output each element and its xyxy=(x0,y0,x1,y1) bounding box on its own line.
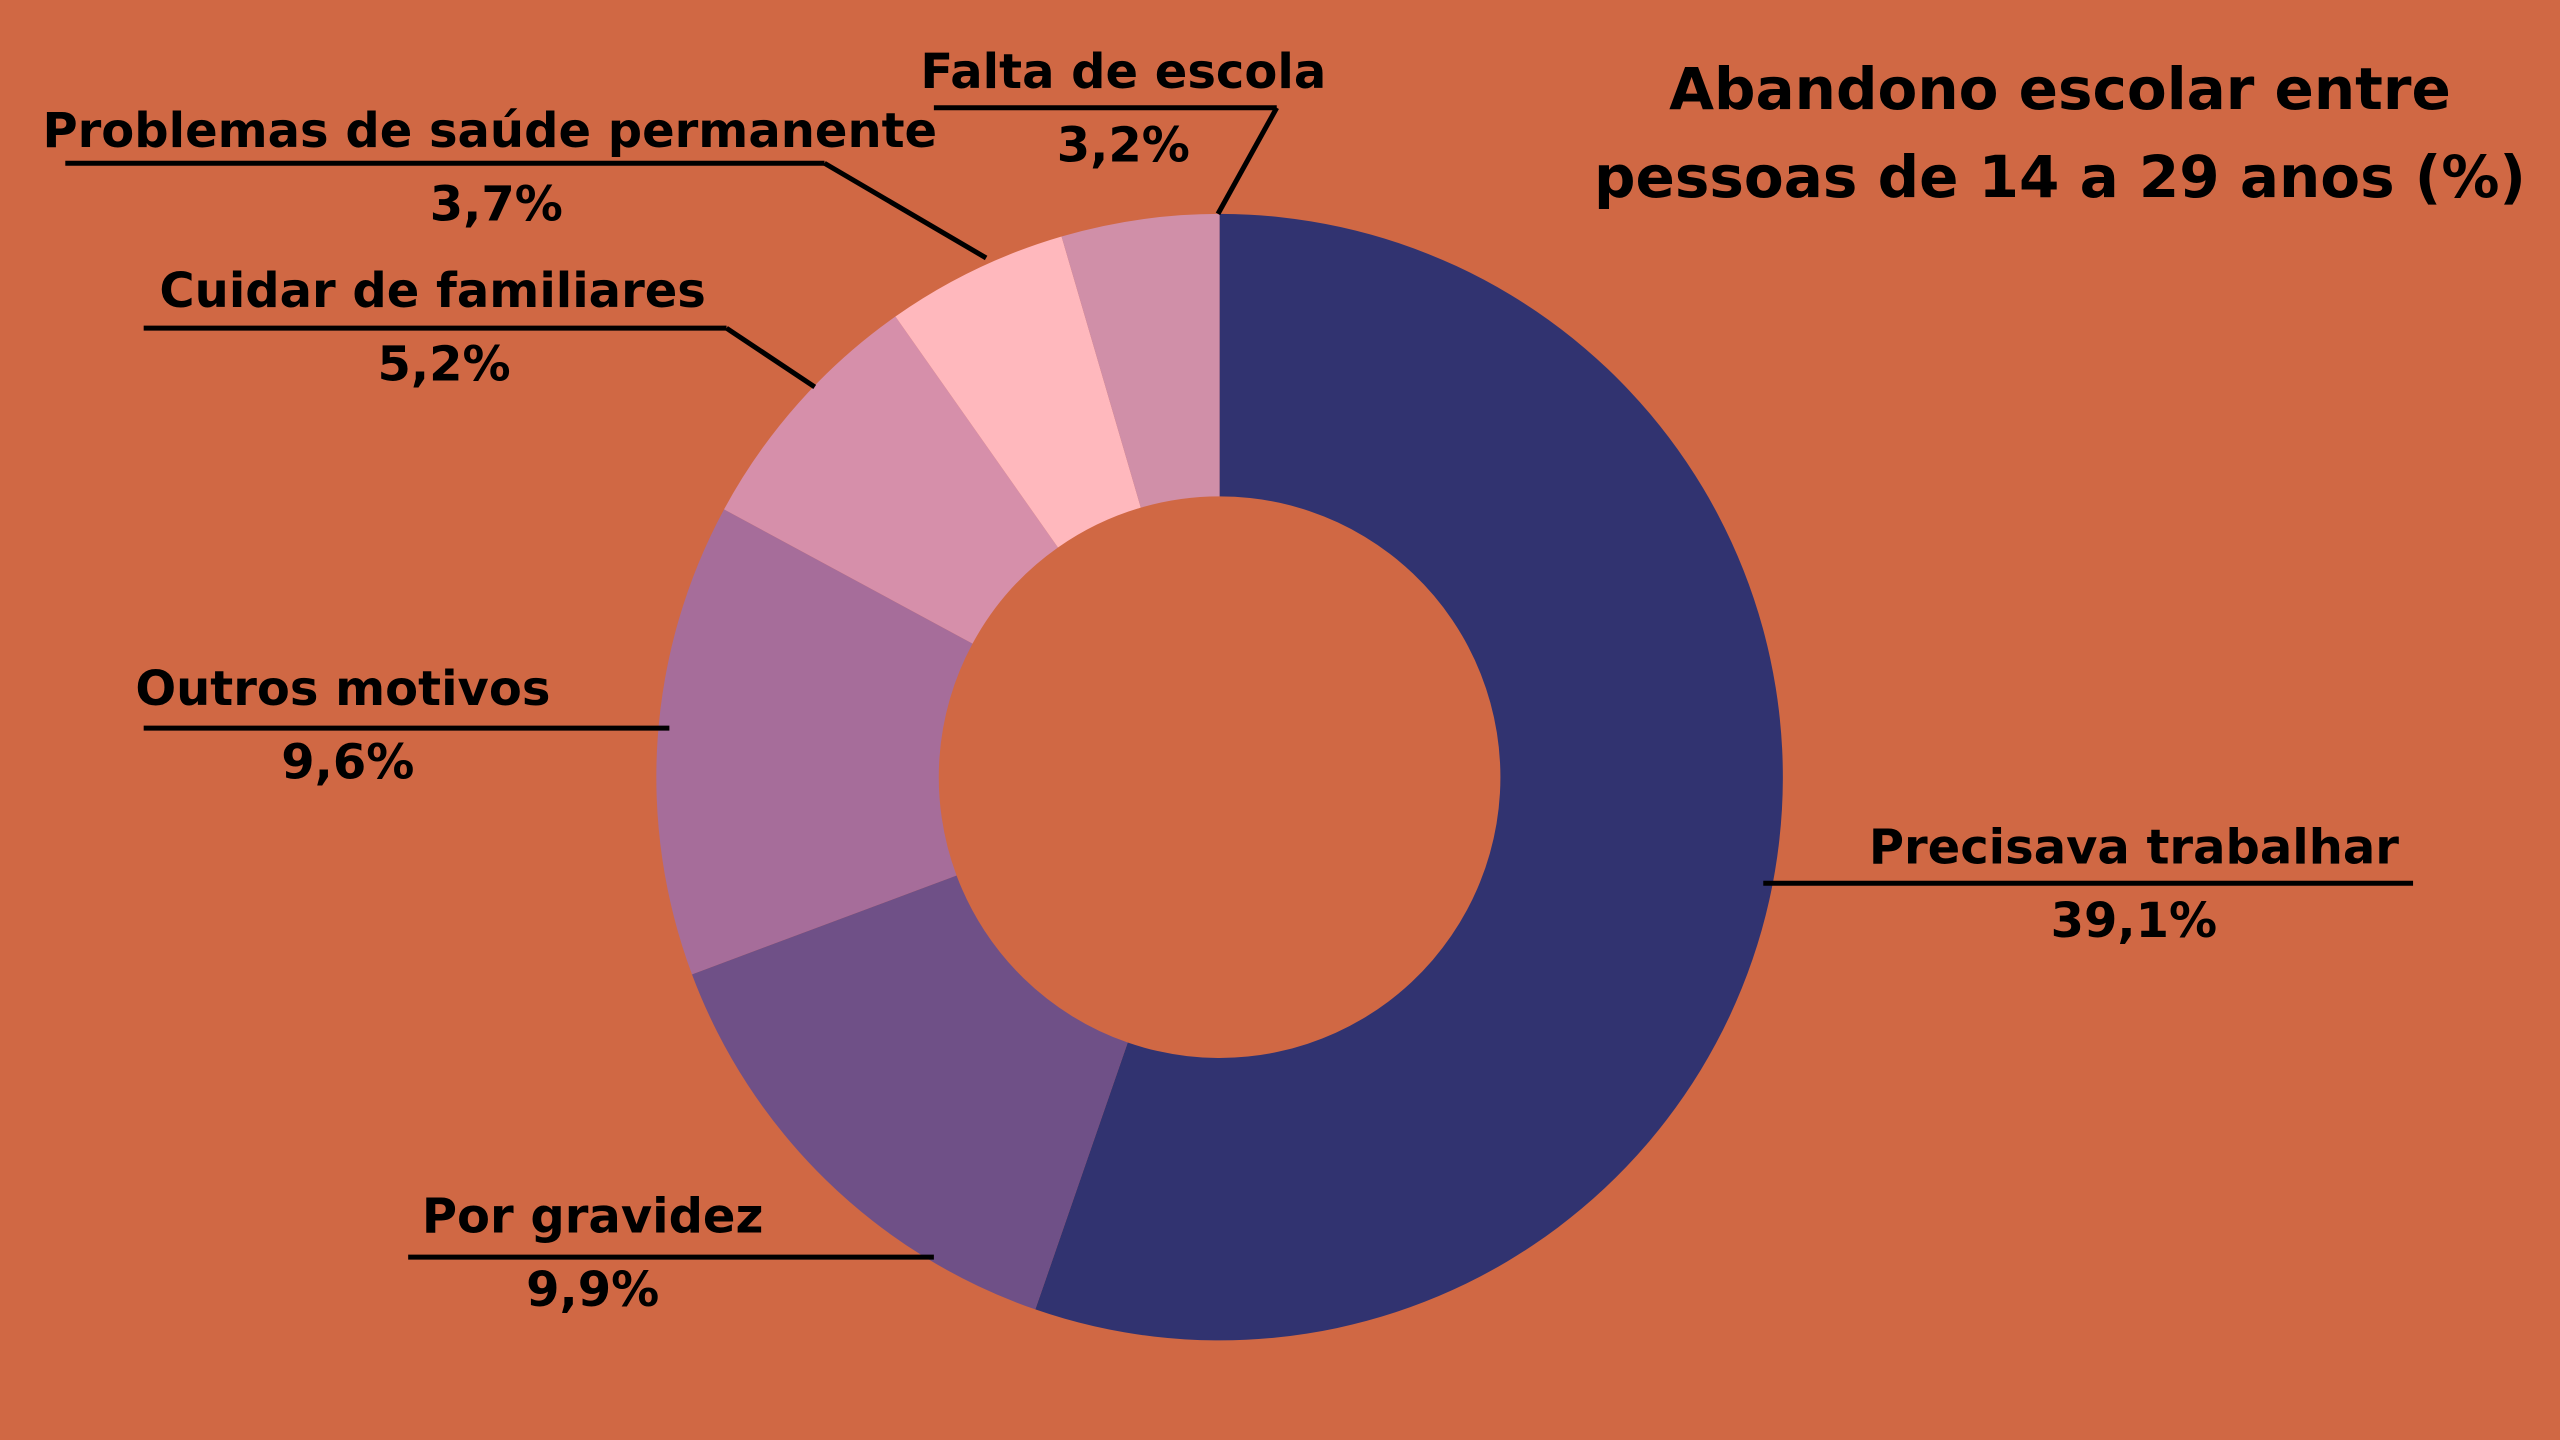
donut-slice xyxy=(1035,213,1783,1341)
value-label: 39,1% xyxy=(2051,893,2218,949)
slice-label: Outros motivos xyxy=(135,661,550,717)
slice-label: Falta de escola xyxy=(920,44,1326,100)
leader-line xyxy=(823,161,988,261)
donut-slice xyxy=(656,509,973,975)
value-label: 9,6% xyxy=(281,735,414,791)
chart-title: Abandono escolar entre pessoas de 14 a 2… xyxy=(1594,55,2526,211)
slice-label: Problemas de saúde permanente xyxy=(42,103,937,159)
value-label: 3,7% xyxy=(430,176,563,232)
value-label: 9,9% xyxy=(526,1262,659,1318)
leader-line xyxy=(1215,106,1279,216)
donut-slice xyxy=(691,875,1128,1310)
donut-slice xyxy=(1061,213,1220,508)
donut-slice xyxy=(724,316,1058,644)
leader-line xyxy=(725,326,817,390)
donut-slice xyxy=(895,236,1141,548)
value-label: 5,2% xyxy=(378,336,511,392)
slice-label: Precisava trabalhar xyxy=(1869,820,2399,876)
slice-label: Por gravidez xyxy=(422,1189,764,1245)
slice-label: Cuidar de familiares xyxy=(159,263,705,319)
value-label: 3,2% xyxy=(1057,118,1190,174)
